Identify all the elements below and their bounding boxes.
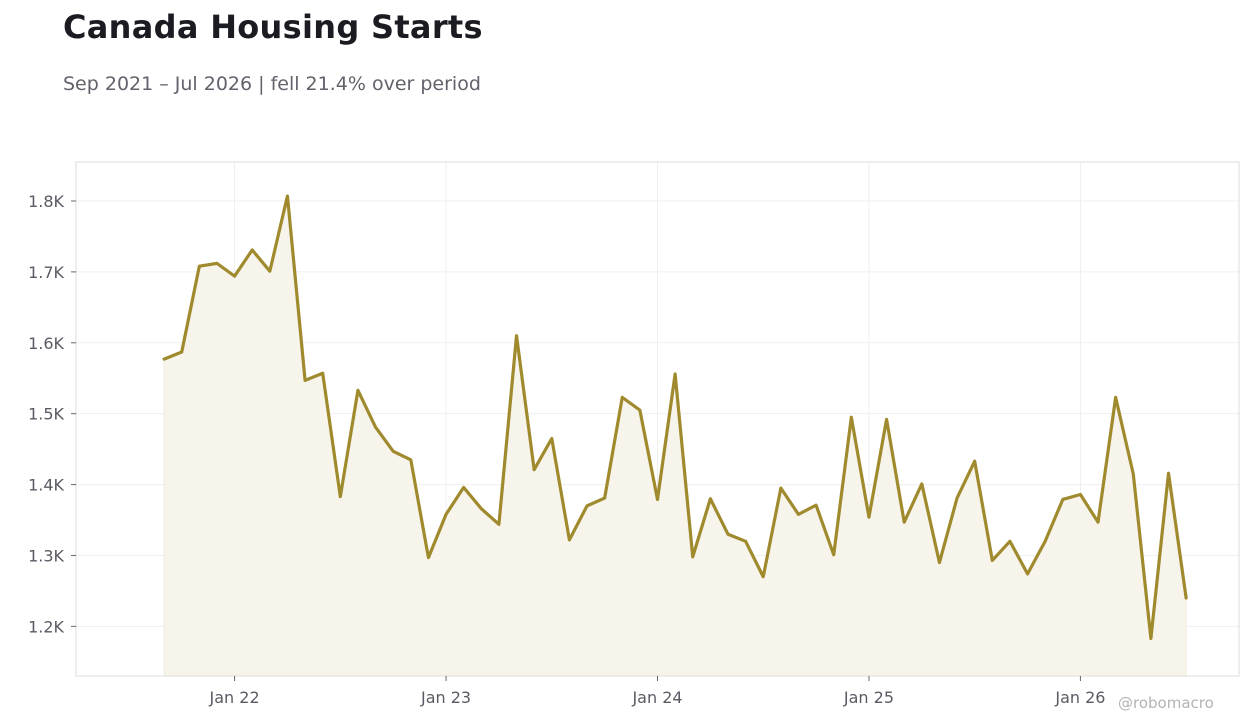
y-tick-label: 1.8K	[28, 192, 64, 211]
chart-title: Canada Housing Starts	[63, 8, 483, 46]
x-tick-label: Jan 26	[1054, 688, 1105, 707]
series-line	[162, 194, 1188, 641]
x-axis: Jan 22 Jan 23 Jan 24 Jan 25 Jan 26	[209, 676, 1105, 707]
x-tick-label: Jan 25	[843, 688, 894, 707]
x-tick-label: Jan 24	[631, 688, 682, 707]
x-tick-label: Jan 23	[420, 688, 471, 707]
y-axis: 1.2K 1.3K 1.4K 1.5K 1.6K 1.7K 1.8K	[28, 192, 76, 636]
y-tick-label: 1.4K	[28, 476, 64, 495]
y-tick-label: 1.3K	[28, 546, 64, 565]
series-area-fill	[163, 195, 1187, 677]
y-tick-label: 1.5K	[28, 405, 64, 424]
y-tick-label: 1.6K	[28, 334, 64, 353]
watermark: @robomacro	[1118, 694, 1214, 712]
chart-subtitle: Sep 2021 – Jul 2026 | fell 21.4% over pe…	[63, 73, 481, 95]
y-tick-label: 1.7K	[28, 263, 64, 282]
y-tick-label: 1.2K	[28, 617, 64, 636]
x-tick-label: Jan 22	[209, 688, 260, 707]
